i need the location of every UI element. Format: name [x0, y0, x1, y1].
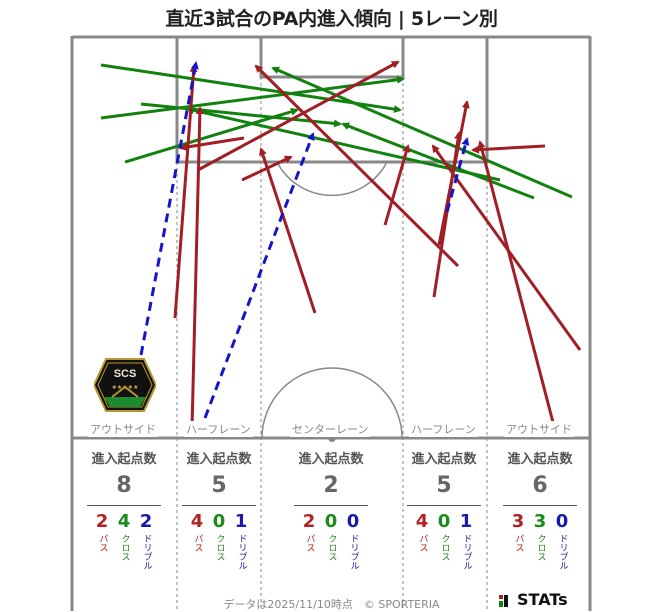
- stat-header: 進入起点数: [411, 452, 477, 467]
- dribble-label: ドリブル: [557, 534, 568, 570]
- cross-arrows: [100, 63, 573, 200]
- pass-label: パス: [304, 534, 315, 552]
- lane-stats-outside-right: 進入起点数 6 3 パス 3 クロス 0 ドリブル: [500, 448, 580, 570]
- dribble-count: 0: [346, 511, 360, 532]
- team-logo: SCS ★★★★★: [94, 358, 156, 412]
- lane-stats-halfspace-left: 進入起点数 5 4 パス 0 クロス 1 ドリブル: [179, 448, 259, 570]
- pass-arrow: [471, 144, 546, 154]
- stat-header: 進入起点数: [298, 452, 364, 467]
- pass-arrow: [190, 106, 204, 429]
- cross-count: 0: [437, 511, 451, 532]
- dribble-label: ドリブル: [461, 534, 472, 570]
- stat-divider: [182, 505, 256, 506]
- pass-arrow: [197, 60, 400, 172]
- dribble-count: 0: [555, 511, 569, 532]
- stat-breakdown: 2 パス 0 クロス 0 ドリブル: [291, 511, 371, 571]
- chart-title: 直近3試合のPA内進入傾向 | 5レーン別: [165, 8, 498, 30]
- dribble-arrow: [445, 137, 470, 213]
- stat-total: 5: [436, 473, 452, 498]
- lane-dividers: [176, 77, 488, 611]
- stat-breakdown: 4 パス 0 クロス 1 ドリブル: [404, 511, 484, 571]
- cross-arrow: [140, 102, 342, 128]
- stat-header: 進入起点数: [91, 452, 157, 467]
- dribble-label: ドリブル: [141, 534, 152, 570]
- cross-arrow: [341, 122, 535, 200]
- dribble-count: 2: [139, 511, 153, 532]
- stat-total: 5: [211, 473, 227, 498]
- dribble-arrows: [139, 61, 470, 419]
- cross-count: 0: [212, 511, 226, 532]
- cross-label: クロス: [535, 534, 546, 561]
- goal-area: [259, 35, 405, 79]
- pass-arrow: [383, 144, 411, 226]
- stat-divider: [407, 505, 481, 506]
- pass-label: パス: [97, 534, 108, 552]
- cross-count: 4: [117, 511, 131, 532]
- svg-text:SCS: SCS: [114, 368, 137, 380]
- pass-count: 4: [190, 511, 204, 532]
- pass-arrow: [432, 131, 463, 298]
- brand-logo: STATs: [499, 590, 568, 609]
- lane-stats-outside-left: 進入起点数 8 2 パス 4 クロス 2 ドリブル: [84, 448, 164, 570]
- cross-label: クロス: [439, 534, 450, 561]
- pass-count: 2: [302, 511, 316, 532]
- stat-total: 6: [532, 473, 548, 498]
- lane-stats-center: 進入起点数 2 2 パス 0 クロス 0 ドリブル: [291, 448, 371, 570]
- stat-breakdown: 4 パス 0 クロス 1 ドリブル: [179, 511, 259, 571]
- cross-count: 3: [533, 511, 547, 532]
- cross-arrow: [271, 66, 573, 199]
- stat-divider: [87, 505, 161, 506]
- stat-divider: [503, 505, 577, 506]
- dribble-count: 1: [459, 511, 473, 532]
- pass-arrow: [179, 136, 245, 152]
- stat-header: 進入起点数: [507, 452, 573, 467]
- pass-arrow: [259, 147, 317, 314]
- lane-label-halfspace-right: ハーフレーン: [409, 421, 478, 437]
- pass-label: パス: [417, 534, 428, 552]
- lane-label-halfspace-left: ハーフレーン: [184, 421, 253, 437]
- footer-note: データは2025/11/10時点 © SPORTERIA: [223, 598, 440, 611]
- pass-arrows: [173, 60, 582, 431]
- dribble-label: ドリブル: [348, 534, 359, 570]
- lane-label-outside-right: アウトサイド: [504, 421, 574, 437]
- cross-label: クロス: [326, 534, 337, 561]
- stat-total: 8: [116, 473, 132, 498]
- pass-count: 4: [415, 511, 429, 532]
- dribble-label: ドリブル: [236, 534, 247, 570]
- center-circle: [261, 367, 403, 439]
- lane-label-outside-left: アウトサイド: [88, 421, 158, 437]
- pass-arrow: [254, 64, 460, 268]
- cross-count: 0: [324, 511, 338, 532]
- penalty-arc: [276, 161, 388, 197]
- pass-count: 3: [511, 511, 525, 532]
- lane-label-center: センターレーン: [290, 421, 371, 437]
- stat-header: 進入起点数: [186, 452, 252, 467]
- pass-label: パス: [192, 534, 203, 552]
- stat-total: 2: [323, 473, 339, 498]
- cross-label: クロス: [119, 534, 130, 561]
- pass-label: パス: [513, 534, 524, 552]
- brand-name: STATs: [517, 590, 568, 609]
- stat-breakdown: 3 パス 3 クロス 0 ドリブル: [500, 511, 580, 571]
- pass-arrow: [477, 140, 557, 431]
- stat-divider: [294, 505, 368, 506]
- pass-count: 2: [95, 511, 109, 532]
- pass-arrow: [173, 64, 198, 319]
- stat-breakdown: 2 パス 4 クロス 2 ドリブル: [84, 511, 164, 571]
- dribble-count: 1: [234, 511, 248, 532]
- lane-stats-halfspace-right: 進入起点数 5 4 パス 0 クロス 1 ドリブル: [404, 448, 484, 570]
- dribble-arrow: [203, 132, 315, 419]
- brand-mark-icon: [499, 594, 508, 607]
- dribble-arrow: [139, 61, 199, 356]
- cross-label: クロス: [214, 534, 225, 561]
- cross-arrow: [124, 107, 299, 164]
